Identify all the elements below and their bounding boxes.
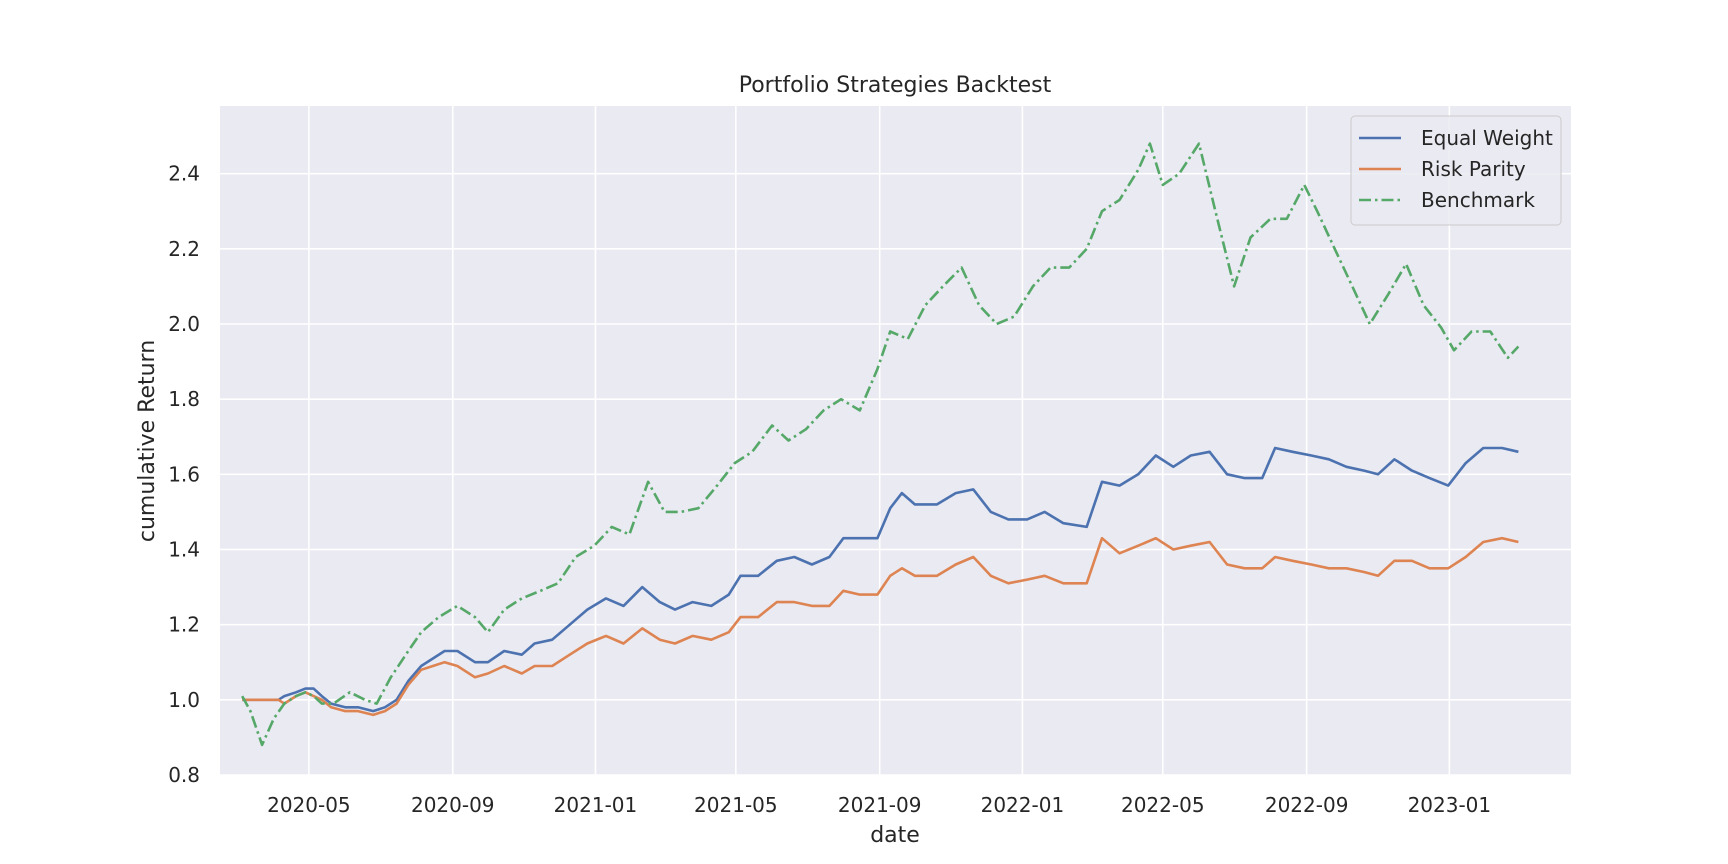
x-tick-label: 2021-05 (694, 793, 778, 817)
legend-label: Benchmark (1421, 188, 1535, 212)
y-tick-label: 1.4 (168, 537, 200, 561)
legend: Equal Weight Risk Parity Benchmark (1350, 115, 1562, 226)
x-tick-label: 2022-09 (1265, 793, 1349, 817)
series-line-risk-parity (242, 536, 1519, 717)
series-layer (241, 142, 1520, 747)
legend-label: Risk Parity (1421, 157, 1526, 181)
y-axis: 0.8 1.0 1.2 1.4 1.6 1.8 2.0 2.2 2.4 (168, 162, 200, 787)
legend-box (1350, 115, 1562, 226)
x-tick-label: 2022-01 (981, 793, 1065, 817)
chart-title: Portfolio Strategies Backtest (739, 73, 1052, 98)
x-tick-label: 2020-09 (411, 793, 495, 817)
x-tick-label: 2021-09 (838, 793, 922, 817)
x-tick-label: 2021-01 (554, 793, 638, 817)
y-axis-title: cumulative Return (135, 340, 160, 542)
x-tick-label: 2023-01 (1408, 793, 1492, 817)
x-tick-label: 2022-05 (1121, 793, 1205, 817)
x-axis: 2020-05 2020-09 2021-01 2021-05 2021-09 2022-… (267, 793, 1491, 817)
y-tick-label: 1.0 (168, 688, 200, 712)
y-tick-label: 1.6 (168, 462, 200, 486)
y-tick-label: 2.4 (168, 162, 200, 186)
legend-label: Equal Weight (1421, 126, 1553, 150)
y-tick-label: 2.0 (168, 312, 200, 336)
x-axis-title: date (870, 823, 920, 848)
y-tick-label: 2.2 (168, 237, 200, 261)
y-tick-label: 1.8 (168, 387, 200, 411)
x-tick-label: 2020-05 (267, 793, 351, 817)
series-line-equal-weight (242, 446, 1519, 713)
y-tick-label: 0.8 (168, 763, 200, 787)
y-tick-label: 1.2 (168, 613, 200, 637)
